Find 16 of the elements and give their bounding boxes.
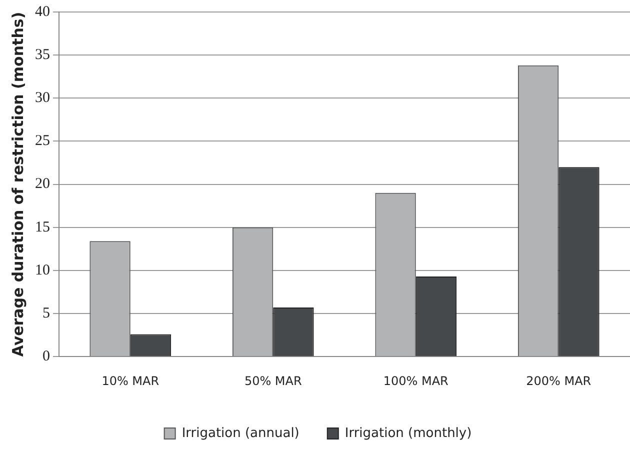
y-tick-label: 30 xyxy=(35,90,50,106)
y-tick-label: 15 xyxy=(35,219,50,236)
y-tick-label: 5 xyxy=(42,305,50,322)
x-tick-label: 100% MAR xyxy=(383,374,448,388)
y-tick-label: 20 xyxy=(35,176,50,192)
legend-label: Irrigation (monthly) xyxy=(344,426,472,441)
x-tick-label: 50% MAR xyxy=(244,374,302,388)
y-tick-label: 0 xyxy=(42,348,50,365)
y-tick-label: 40 xyxy=(35,4,50,20)
x-tick-label: 10% MAR xyxy=(102,374,160,388)
y-axis-title: Average duration of restriction (months) xyxy=(8,12,27,357)
y-tick-label: 35 xyxy=(35,47,50,64)
y-tick-label: 25 xyxy=(35,133,50,150)
legend-label: Irrigation (annual) xyxy=(182,426,300,441)
y-tick-label: 10 xyxy=(35,262,50,278)
x-tick-label: 200% MAR xyxy=(526,374,592,388)
